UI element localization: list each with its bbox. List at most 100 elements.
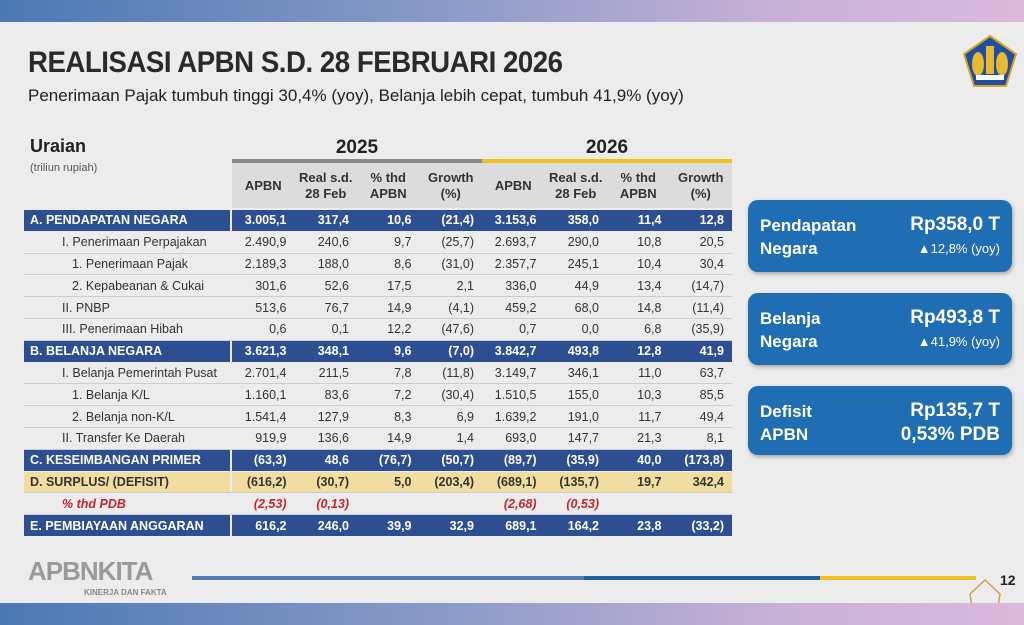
table-cell: 39,9 [387, 518, 412, 533]
table-cell: 14,9 [387, 431, 412, 446]
row-label: A. PENDAPATAN NEGARA [24, 210, 230, 231]
row-label: III. Penerimaan Hibah [62, 322, 183, 337]
table-cell: 6,8 [644, 322, 662, 337]
table-cell: (30,7) [316, 474, 349, 489]
table-cell: 9,6 [394, 344, 412, 359]
table-row: 2. Kepabeanan & Cukai 301,6 52,6 17,5 2,1 336… [24, 275, 732, 298]
table-cell: 12,8 [699, 213, 724, 228]
table-cell: (689,1) [496, 474, 537, 489]
row-label: E. PEMBIAYAAN ANGGARAN [24, 515, 230, 536]
table-row: A. PENDAPATAN NEGARA 3.005,1 317,4 10,6 (21,… [24, 210, 732, 232]
table-cell: (203,4) [434, 474, 474, 489]
table-cell: 693,0 [505, 431, 537, 446]
table-cell: (30,4) [441, 387, 474, 402]
table-cell: (7,0) [448, 344, 474, 359]
table-cell: 2.357,7 [494, 256, 537, 271]
summary-card: Defisit APBN Rp135,7 T 0,53% PDB [748, 386, 1012, 455]
table-cell: (31,0) [441, 256, 474, 271]
year-2025-header: 2025 [335, 137, 379, 158]
table-cell: 14,9 [387, 300, 412, 315]
table-cell: 48,6 [324, 453, 349, 468]
table-cell: 9,7 [394, 235, 412, 250]
table-row: II. PNBP 513,6 76,7 14,9 (4,1) 459,2 68,0 14,8 (… [24, 297, 732, 319]
table-cell: 459,2 [505, 300, 537, 315]
table-cell: 6,9 [456, 409, 474, 424]
table-cell: 20,5 [699, 235, 724, 250]
table-cell: (4,1) [448, 300, 474, 315]
table-cell: 0,1 [331, 322, 349, 337]
card-value: Rp135,7 T [910, 400, 1000, 421]
table-cell: 83,6 [324, 387, 349, 402]
table-cell: 1.541,4 [244, 409, 287, 424]
column-subheaders: APBN Real s.d. 28 Feb % thd APBN Growth (%)… [232, 163, 732, 208]
table-cell: 3.153,6 [494, 213, 537, 228]
table-cell: 240,6 [317, 235, 349, 250]
row-label: 2. Belanja non-K/L [72, 409, 175, 424]
table-cell: (63,3) [253, 453, 287, 468]
table-cell: 1.639,2 [494, 409, 537, 424]
column-header: % thd APBN [619, 169, 657, 201]
footer-line-segment [820, 576, 976, 580]
table-cell: 2.189,3 [244, 256, 287, 271]
row-label: B. BELANJA NEGARA [24, 340, 230, 362]
table-cell: 32,9 [449, 518, 474, 533]
table-cell: 147,7 [567, 431, 599, 446]
table-row: B. BELANJA NEGARA 3.621,3 348,1 9,6 (7,0) 3.8… [24, 340, 732, 363]
table-cell [420, 493, 483, 514]
table-cell: 616,2 [255, 518, 287, 533]
table-cell: 8,1 [706, 431, 724, 446]
table-cell: 10,3 [637, 387, 662, 402]
page-number: 12 [1000, 572, 1016, 588]
year-2026-header: 2026 [585, 137, 629, 158]
table-cell: 2.490,9 [244, 235, 287, 250]
row-label: I. Belanja Pemerintah Pusat [62, 365, 217, 380]
table-cell: 689,1 [505, 518, 537, 533]
year-2025-underline [232, 159, 482, 163]
table-row: 2. Belanja non-K/L 1.541,4 127,9 8,3 6,9 1.63… [24, 406, 732, 428]
table-row: % thd PDB (2,53) (0,13) (2,68) (0,53) [24, 493, 733, 516]
table-cell: 10,4 [637, 256, 662, 271]
apbnkita-tagline: KINERJA DAN FAKTA [84, 588, 167, 597]
card-label: Defisit [760, 402, 812, 421]
table-row: II. Transfer Ke Daerah 919,9 136,6 14,9 1,4 6… [24, 428, 732, 450]
table-cell: 21,3 [637, 431, 662, 446]
table-cell: (47,6) [441, 322, 474, 337]
column-header: Real s.d. 28 Feb [549, 169, 603, 201]
table-cell: 1,4 [456, 431, 474, 446]
table-cell: 68,0 [574, 300, 599, 315]
table-cell [670, 493, 733, 514]
table-cell: 513,6 [255, 300, 287, 315]
table-cell: 493,8 [567, 344, 599, 359]
table-cell: 2.693,7 [494, 235, 537, 250]
row-label: 1. Belanja K/L [72, 387, 150, 402]
table-row: 1. Penerimaan Pajak 2.189,3 188,0 8,6 (31,0)… [24, 254, 732, 276]
top-gradient-bar [0, 0, 1024, 22]
table-cell: 41,9 [699, 344, 724, 359]
table-cell: (35,9) [691, 322, 724, 337]
card-subvalue: ▲41,9% (yoy) [917, 334, 1000, 349]
table-row: D. SURPLUS/ (DEFISIT) (616,2) (30,7) 5,0 (20… [24, 471, 732, 494]
card-label: Negara [760, 332, 818, 351]
table-cell: 127,9 [317, 409, 349, 424]
column-header: APBN [244, 177, 282, 193]
table-cell: 290,0 [567, 235, 599, 250]
table-cell: (11,4) [692, 300, 724, 315]
card-subvalue: ▲12,8% (yoy) [917, 241, 1000, 256]
card-label: Belanja [760, 309, 821, 328]
kemenkeu-emblem-icon [962, 34, 1018, 87]
row-label: II. PNBP [62, 300, 110, 315]
table-cell: 336,0 [505, 278, 537, 293]
table-cell: 12,2 [387, 322, 412, 337]
table-row: I. Belanja Pemerintah Pusat 2.701,4 211,5 7… [24, 363, 732, 385]
table-cell [357, 493, 420, 514]
column-header-uraian: Uraian [30, 136, 87, 156]
card-label: Negara [760, 239, 818, 258]
table-cell: 1.510,5 [494, 387, 537, 402]
table-cell: 17,5 [387, 278, 412, 293]
table-cell: 52,6 [324, 278, 349, 293]
column-header: Growth (%) [428, 169, 474, 201]
card-value: Rp493,8 T [910, 307, 1000, 328]
table-cell: (25,7) [441, 235, 474, 250]
table-cell [607, 493, 670, 514]
row-label: 1. Penerimaan Pajak [72, 256, 189, 271]
